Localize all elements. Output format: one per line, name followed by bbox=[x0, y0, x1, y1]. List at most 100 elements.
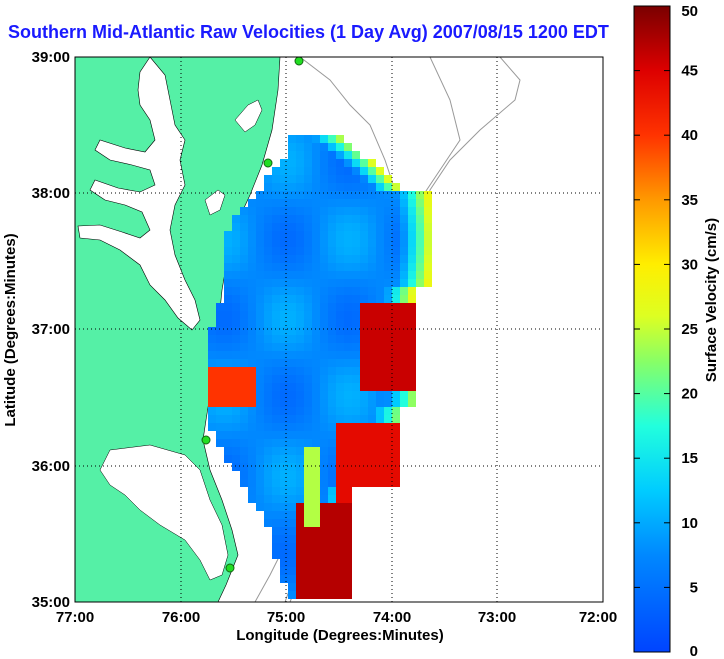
velocity-cell bbox=[248, 303, 256, 311]
velocity-cell bbox=[352, 239, 360, 247]
velocity-cell bbox=[240, 311, 248, 319]
velocity-cell bbox=[384, 223, 392, 231]
velocity-cell bbox=[328, 591, 336, 599]
velocity-cell bbox=[304, 183, 312, 191]
velocity-cell bbox=[232, 231, 240, 239]
velocity-cell bbox=[264, 327, 272, 335]
velocity-cell bbox=[264, 367, 272, 375]
velocity-cell bbox=[264, 279, 272, 287]
velocity-cell bbox=[328, 375, 336, 383]
velocity-cell bbox=[288, 183, 296, 191]
velocity-cell bbox=[312, 591, 320, 599]
velocity-cell bbox=[224, 295, 232, 303]
velocity-cell bbox=[424, 207, 432, 215]
velocity-cell bbox=[360, 191, 368, 199]
velocity-cell bbox=[400, 263, 408, 271]
velocity-cell bbox=[224, 375, 232, 383]
velocity-cell bbox=[288, 359, 296, 367]
velocity-cell bbox=[400, 255, 408, 263]
velocity-cell bbox=[312, 263, 320, 271]
velocity-cell bbox=[248, 431, 256, 439]
velocity-cell bbox=[232, 391, 240, 399]
velocity-cell bbox=[336, 375, 344, 383]
velocity-cell bbox=[384, 471, 392, 479]
velocity-cell bbox=[272, 503, 280, 511]
velocity-cell bbox=[360, 431, 368, 439]
velocity-cell bbox=[368, 343, 376, 351]
velocity-cell bbox=[384, 207, 392, 215]
velocity-cell bbox=[360, 271, 368, 279]
colorbar-tick-label: 50 bbox=[681, 3, 698, 20]
velocity-cell bbox=[256, 463, 264, 471]
velocity-cell bbox=[320, 503, 328, 511]
velocity-cell bbox=[264, 287, 272, 295]
velocity-cell bbox=[336, 583, 344, 591]
velocity-cell bbox=[336, 335, 344, 343]
velocity-cell bbox=[272, 167, 280, 175]
velocity-cell bbox=[416, 191, 424, 199]
velocity-cell bbox=[312, 375, 320, 383]
velocity-cell bbox=[312, 343, 320, 351]
velocity-cell bbox=[336, 527, 344, 535]
velocity-cell bbox=[320, 295, 328, 303]
velocity-cell bbox=[280, 215, 288, 223]
velocity-cell bbox=[376, 455, 384, 463]
velocity-cell bbox=[320, 567, 328, 575]
velocity-cell bbox=[280, 487, 288, 495]
velocity-cell bbox=[360, 447, 368, 455]
velocity-cell bbox=[288, 407, 296, 415]
velocity-cell bbox=[384, 367, 392, 375]
velocity-cell bbox=[288, 311, 296, 319]
velocity-cell bbox=[352, 407, 360, 415]
velocity-cell bbox=[376, 359, 384, 367]
velocity-cell bbox=[384, 455, 392, 463]
velocity-cell bbox=[392, 191, 400, 199]
velocity-cell bbox=[320, 327, 328, 335]
velocity-cell bbox=[280, 559, 288, 567]
velocity-cell bbox=[304, 199, 312, 207]
velocity-cell bbox=[376, 279, 384, 287]
velocity-cell bbox=[224, 327, 232, 335]
velocity-cell bbox=[272, 359, 280, 367]
velocity-cell bbox=[352, 415, 360, 423]
velocity-cell bbox=[272, 183, 280, 191]
velocity-cell bbox=[312, 175, 320, 183]
velocity-cell bbox=[336, 455, 344, 463]
velocity-cell bbox=[408, 223, 416, 231]
velocity-cell bbox=[312, 247, 320, 255]
velocity-cell bbox=[272, 431, 280, 439]
velocity-cell bbox=[296, 287, 304, 295]
velocity-cell bbox=[376, 175, 384, 183]
velocity-cell bbox=[304, 215, 312, 223]
velocity-cell bbox=[272, 463, 280, 471]
velocity-cell bbox=[320, 135, 328, 143]
velocity-cell bbox=[416, 215, 424, 223]
velocity-cell bbox=[336, 543, 344, 551]
velocity-cell bbox=[248, 495, 256, 503]
velocity-cell bbox=[296, 463, 304, 471]
velocity-cell bbox=[296, 319, 304, 327]
velocity-cell bbox=[312, 335, 320, 343]
velocity-cell bbox=[272, 399, 280, 407]
velocity-cell bbox=[392, 271, 400, 279]
velocity-cell bbox=[416, 239, 424, 247]
velocity-cell bbox=[360, 295, 368, 303]
velocity-cell bbox=[224, 455, 232, 463]
velocity-cell bbox=[320, 559, 328, 567]
velocity-cell bbox=[240, 367, 248, 375]
velocity-cell bbox=[352, 303, 360, 311]
velocity-cell bbox=[320, 383, 328, 391]
velocity-cell bbox=[248, 359, 256, 367]
velocity-cell bbox=[224, 447, 232, 455]
velocity-cell bbox=[296, 279, 304, 287]
velocity-cell bbox=[304, 303, 312, 311]
velocity-cell bbox=[304, 295, 312, 303]
velocity-cell bbox=[312, 279, 320, 287]
velocity-cell bbox=[328, 423, 336, 431]
velocity-cell bbox=[344, 479, 352, 487]
velocity-cell bbox=[360, 279, 368, 287]
velocity-cell bbox=[336, 247, 344, 255]
velocity-cell bbox=[344, 255, 352, 263]
velocity-cell bbox=[320, 207, 328, 215]
velocity-cell bbox=[376, 247, 384, 255]
